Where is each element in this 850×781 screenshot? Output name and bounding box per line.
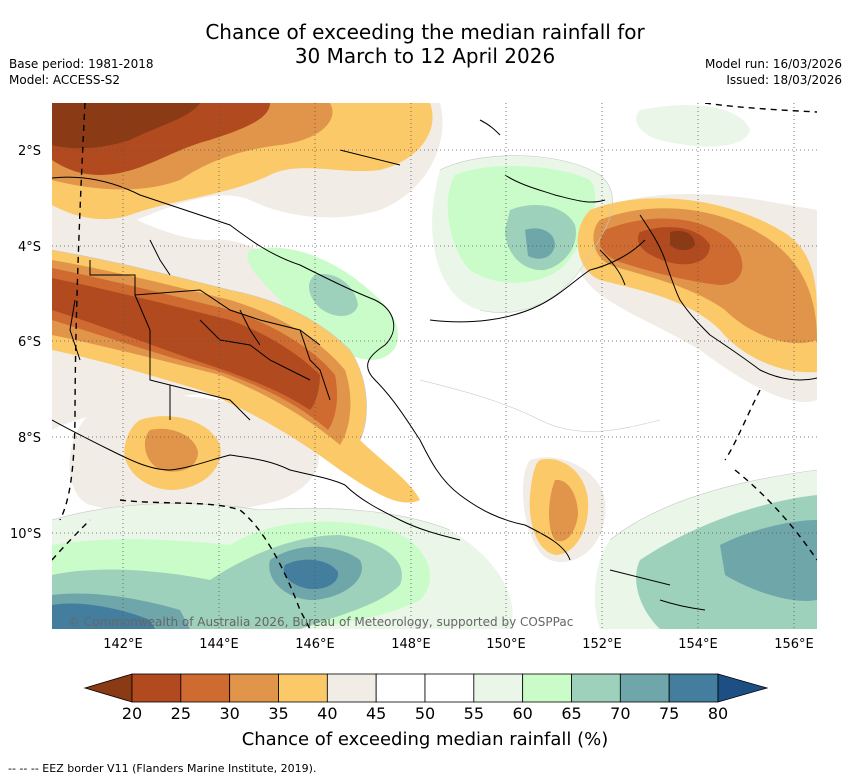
lon-label: 150°E (486, 637, 526, 652)
lat-label: 10°S (10, 527, 41, 542)
longitude-labels: 142°E 144°E 146°E 148°E 150°E 152°E 154°… (103, 637, 814, 652)
colorbar-bin (278, 673, 328, 703)
colorbar-low-arrow (83, 673, 133, 703)
map-title-line2: 30 March to 12 April 2026 (294, 44, 556, 68)
lat-label: 2°S (18, 144, 41, 159)
colorbar-tick-label: 70 (610, 704, 631, 723)
colorbar-bin (668, 673, 719, 703)
model-run: Model run: 16/03/2026 (704, 57, 842, 71)
colorbar (83, 673, 769, 703)
map-title-line1: Chance of exceeding the median rainfall … (205, 20, 645, 44)
base-period: Base period: 1981-2018 (9, 57, 154, 71)
colorbar-tick-label: 40 (317, 704, 338, 723)
colorbar-title: Chance of exceeding median rainfall (%) (241, 729, 609, 750)
colorbar-tick-label: 25 (170, 704, 191, 723)
colorbar-tick-label: 60 (512, 704, 533, 723)
colorbar-tick-label: 50 (414, 704, 436, 723)
model-name: Model: ACCESS-S2 (9, 73, 121, 87)
colorbar-tick-label: 65 (561, 704, 582, 723)
colorbar-tick-label: 55 (463, 704, 484, 723)
colorbar-tick-label: 35 (268, 704, 289, 723)
eez-legend: -- -- -- EEZ border V11 (Flanders Marine… (8, 762, 317, 775)
issued-date: Issued: 18/03/2026 (726, 73, 842, 87)
lon-label: 154°E (678, 637, 718, 652)
lon-label: 156°E (774, 637, 814, 652)
copyright-notice: © Commonwealth of Australia 2026, Bureau… (68, 615, 573, 629)
colorbar-bin (326, 673, 377, 703)
meta-left: Base period: 1981-2018 Model: ACCESS-S2 (9, 56, 154, 88)
colorbar-tick-label: 20 (121, 704, 143, 723)
map-plot-area: © Commonwealth of Australia 2026, Bureau… (52, 103, 817, 629)
colorbar-bin (522, 673, 572, 703)
latitude-labels: 2°S 4°S 6°S 8°S 10°S (10, 144, 41, 542)
eez-borders (52, 103, 817, 629)
colorbar-tick-label: 75 (658, 704, 680, 723)
colorbar-high-arrow (717, 673, 769, 703)
coastlines (52, 119, 817, 611)
lat-label: 8°S (18, 431, 41, 446)
colorbar-tick-label: 30 (219, 704, 240, 723)
colorbar-tick-label: 80 (707, 704, 729, 723)
probability-contours (52, 155, 817, 541)
colorbar-bin (619, 673, 670, 703)
lon-label: 148°E (391, 637, 431, 652)
colorbar-bin (229, 673, 279, 703)
meta-right: Model run: 16/03/2026 Issued: 18/03/2026 (705, 56, 842, 88)
lon-label: 146°E (295, 637, 335, 652)
lat-label: 6°S (18, 335, 41, 350)
lon-label: 142°E (103, 637, 143, 652)
colorbar-tick-label: 45 (365, 704, 387, 723)
lat-label: 4°S (18, 240, 41, 255)
colorbar-bin (375, 673, 426, 703)
province-borders (69, 239, 331, 421)
colorbar-bin (473, 673, 524, 703)
lon-label: 152°E (582, 637, 622, 652)
rainfall-probability-field (52, 103, 817, 629)
lon-label: 144°E (199, 637, 239, 652)
colorbar-bin (131, 673, 182, 703)
colorbar-bin (424, 673, 475, 703)
colorbar-bin (180, 673, 231, 703)
colorbar-bin (571, 673, 621, 703)
